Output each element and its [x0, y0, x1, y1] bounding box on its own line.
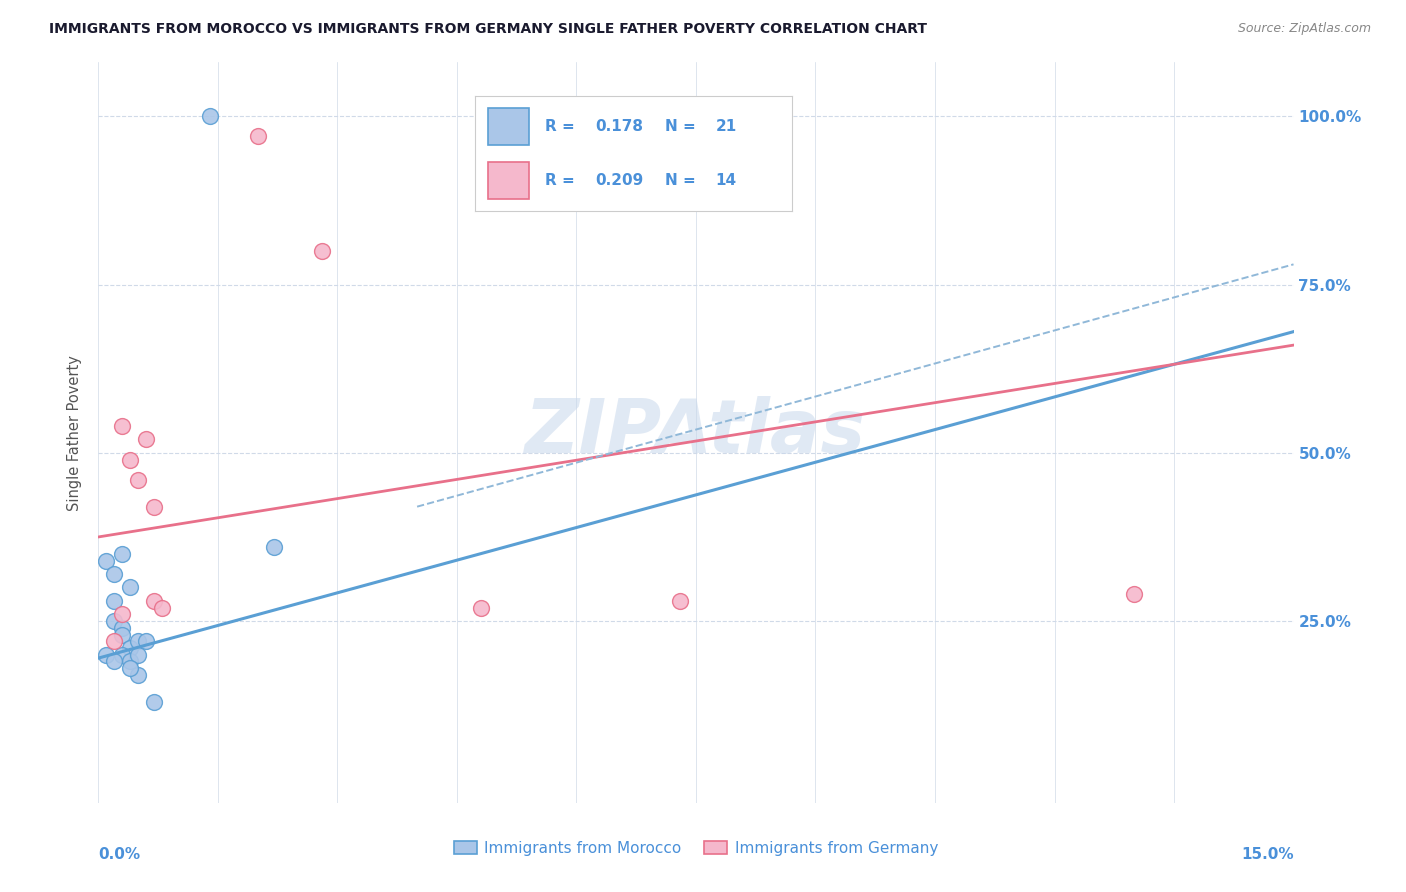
Point: [143, 500, 166, 514]
Point: [96, 553, 118, 567]
Point: [111, 627, 134, 641]
Point: [150, 600, 173, 615]
Point: [103, 614, 125, 628]
Point: [127, 648, 149, 662]
Text: IMMIGRANTS FROM MOROCCO VS IMMIGRANTS FROM GERMANY SINGLE FATHER POVERTY CORRELA: IMMIGRANTS FROM MOROCCO VS IMMIGRANTS FR…: [49, 22, 927, 37]
Point: [103, 655, 125, 669]
Point: [120, 581, 142, 595]
Text: Source: ZipAtlas.com: Source: ZipAtlas.com: [1237, 22, 1371, 36]
Point: [111, 621, 134, 635]
Point: [669, 594, 692, 608]
Point: [263, 540, 285, 554]
Y-axis label: Single Father Poverty: Single Father Poverty: [67, 355, 83, 510]
Point: [1123, 587, 1146, 601]
Point: [135, 634, 157, 648]
Point: [470, 600, 492, 615]
Point: [111, 648, 134, 662]
Legend: Immigrants from Morocco, Immigrants from Germany: Immigrants from Morocco, Immigrants from…: [447, 835, 945, 862]
Point: [246, 129, 269, 144]
Point: [96, 648, 118, 662]
Point: [135, 433, 157, 447]
Text: 15.0%: 15.0%: [1241, 847, 1294, 863]
Point: [198, 109, 221, 123]
Point: [111, 547, 134, 561]
Point: [311, 244, 333, 258]
Point: [120, 452, 142, 467]
Point: [120, 655, 142, 669]
Point: [120, 640, 142, 655]
Point: [127, 473, 149, 487]
Point: [143, 594, 166, 608]
Point: [103, 634, 125, 648]
Point: [103, 566, 125, 581]
Point: [120, 661, 142, 675]
Point: [111, 418, 134, 433]
Point: [103, 594, 125, 608]
Text: 0.0%: 0.0%: [98, 847, 141, 863]
Point: [127, 634, 149, 648]
Point: [127, 668, 149, 682]
Point: [143, 695, 166, 709]
Text: ZIPAtlas: ZIPAtlas: [526, 396, 866, 469]
Point: [111, 607, 134, 622]
